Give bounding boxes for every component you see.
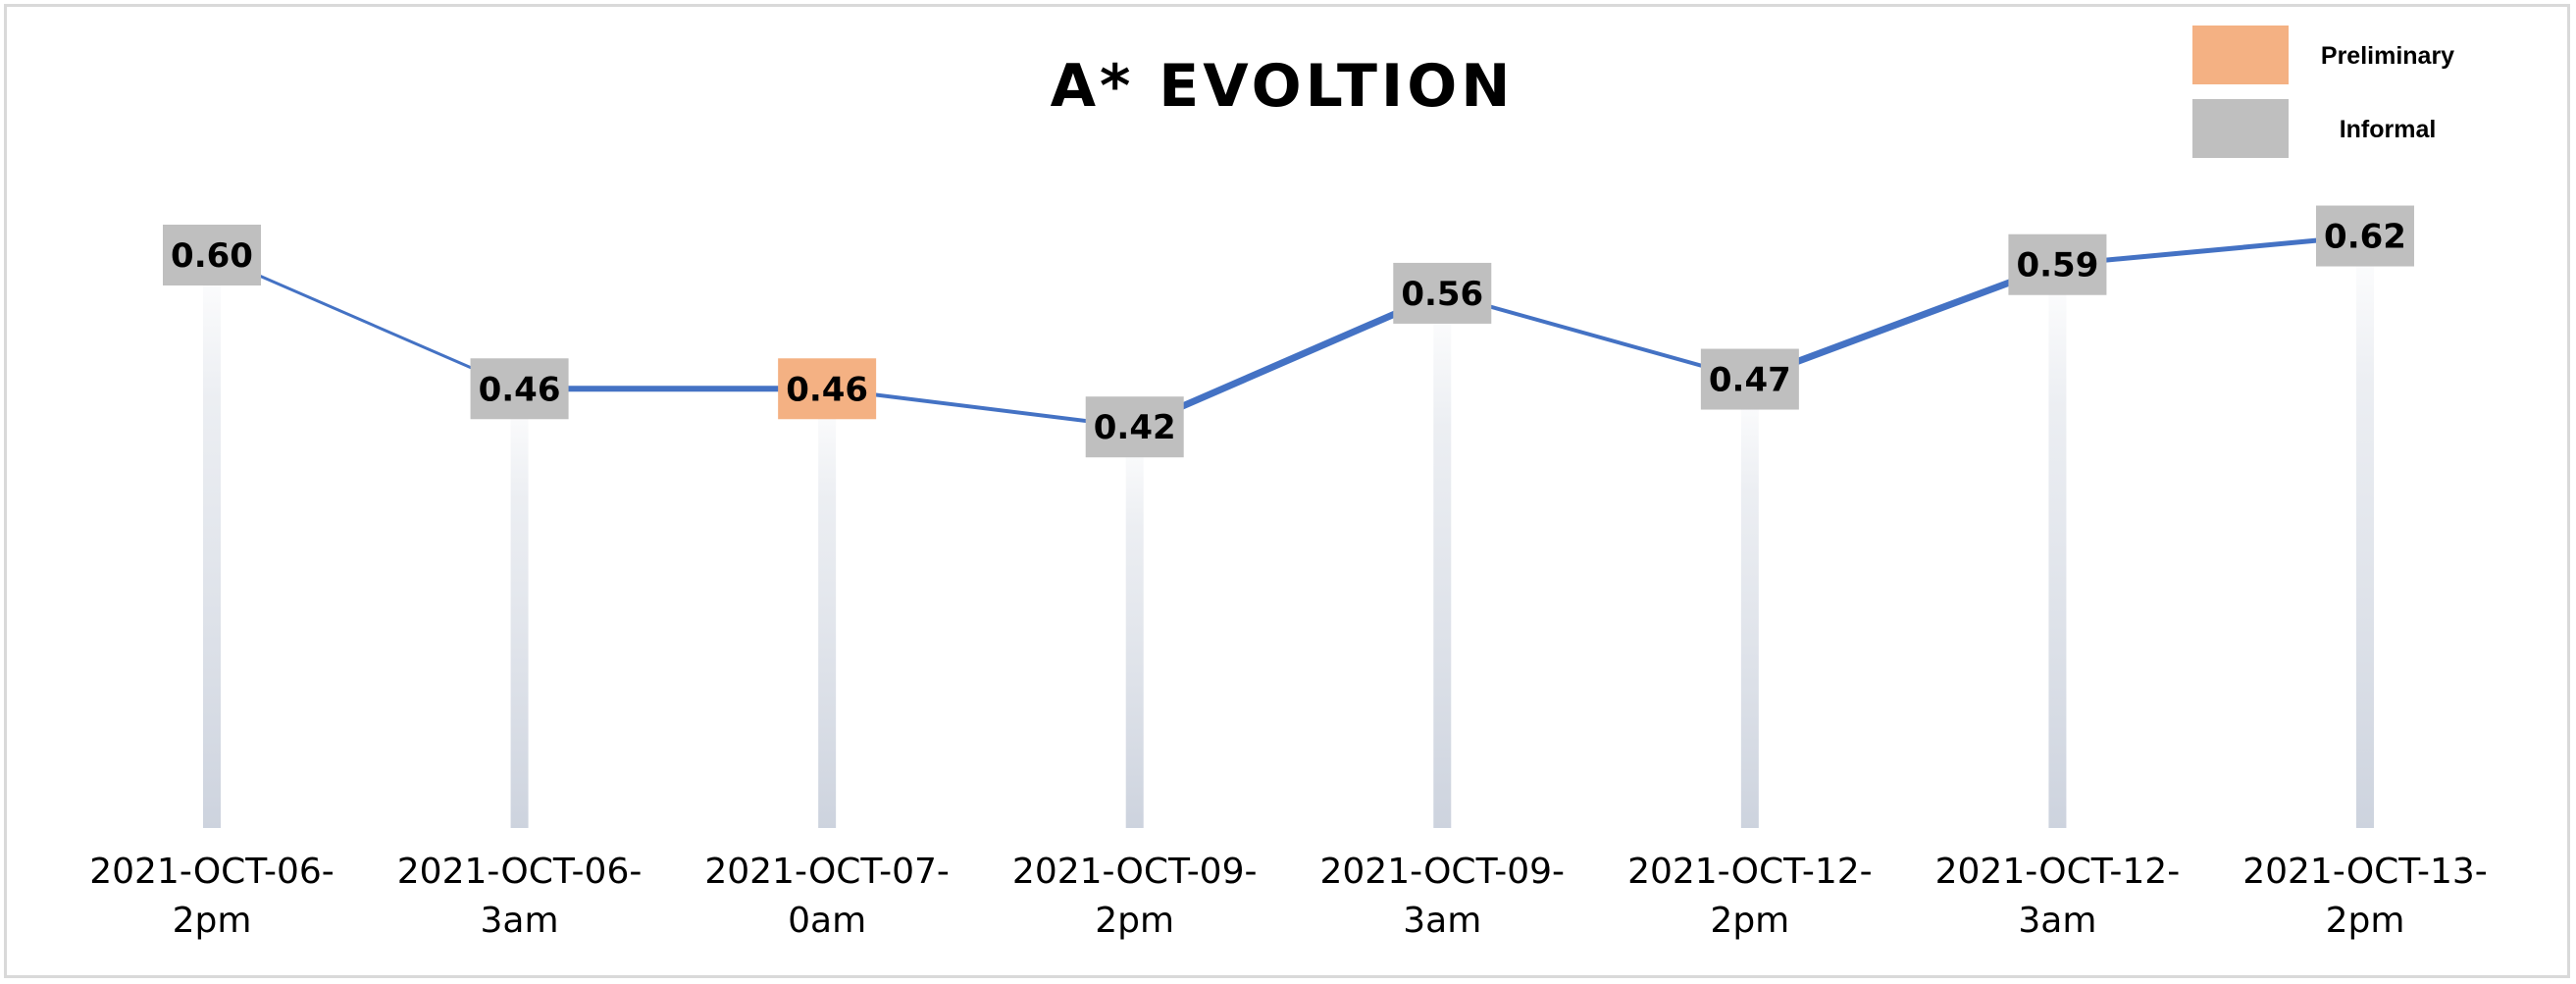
x-tick-label: 2021-OCT-07-0am <box>704 852 950 941</box>
series-line-segment <box>1440 290 1752 382</box>
legend-label: Informal <box>2340 116 2437 143</box>
data-label-box <box>1700 348 1799 410</box>
drop-lines <box>203 235 2374 829</box>
series-line-segment <box>1746 261 2061 384</box>
data-point-label: 0.42 <box>1085 396 1184 458</box>
x-tick-label: 2021-OCT-13-2pm <box>2242 852 2488 941</box>
data-point-label: 0.56 <box>1393 262 1492 324</box>
data-point-label: 0.60 <box>163 225 261 285</box>
legend-label: Preliminary <box>2321 42 2454 70</box>
data-label-box <box>2008 233 2107 295</box>
data-label-box <box>2315 205 2414 267</box>
x-tick-label: 2021-OCT-12-2pm <box>1627 852 1873 941</box>
x-tick-label: 2021-OCT-09-3am <box>1319 852 1565 941</box>
legend-swatch <box>2192 99 2289 158</box>
data-label-box <box>1085 396 1184 458</box>
data-label-box <box>470 358 569 420</box>
series-line-segment <box>1131 289 1446 431</box>
data-label-box <box>1393 262 1492 324</box>
legend: Preliminary Informal <box>2192 26 2454 158</box>
data-labels: 0.60 0.46 0.46 0.42 0.56 0.47 0.59 0.62 <box>163 205 2414 458</box>
series-line-segment <box>2054 233 2368 268</box>
series-line-segment <box>825 387 1137 430</box>
chart-title: A* EVOLTION <box>1051 52 1515 121</box>
data-label: 0.59 <box>2016 246 2098 285</box>
data-point-label: 0.46 <box>470 358 569 420</box>
x-tick-label: 2021-OCT-06-3am <box>397 852 643 941</box>
x-tick-label: 2021-OCT-12-3am <box>1935 852 2181 941</box>
data-label: 0.56 <box>1401 275 1483 314</box>
data-label: 0.46 <box>479 370 561 409</box>
x-tick-label: 2021-OCT-06-2pm <box>89 852 335 941</box>
legend-swatch <box>2192 26 2289 84</box>
data-label: 0.47 <box>1709 361 1791 400</box>
chart-frame: A* EVOLTION 0.60 0.46 0.46 0.42 0.56 0.47 0.59… <box>4 4 2570 978</box>
data-label-box <box>163 225 261 285</box>
data-label: 0.62 <box>2324 218 2406 257</box>
data-point-label: 0.59 <box>2008 233 2107 295</box>
x-tick-label: 2021-OCT-09-2pm <box>1012 852 1258 941</box>
data-label: 0.42 <box>1094 408 1176 447</box>
data-label-box <box>778 358 877 420</box>
legend-item: Preliminary <box>2192 26 2454 84</box>
line-chart: A* EVOLTION 0.60 0.46 0.46 0.42 0.56 0.47 0.59… <box>89 26 2488 941</box>
series-line <box>210 233 2368 431</box>
data-point-label: 0.47 <box>1700 348 1799 410</box>
data-point-label: 0.62 <box>2315 205 2414 267</box>
data-label: 0.46 <box>786 370 868 409</box>
legend-item: Informal <box>2192 99 2436 158</box>
x-axis-tick-labels: 2021-OCT-06-2pm 2021-OCT-06-3am 2021-OCT-0… <box>89 852 2488 941</box>
series-line-segment <box>210 253 522 390</box>
data-label: 0.60 <box>171 236 253 276</box>
data-point-label: 0.46 <box>778 358 877 420</box>
